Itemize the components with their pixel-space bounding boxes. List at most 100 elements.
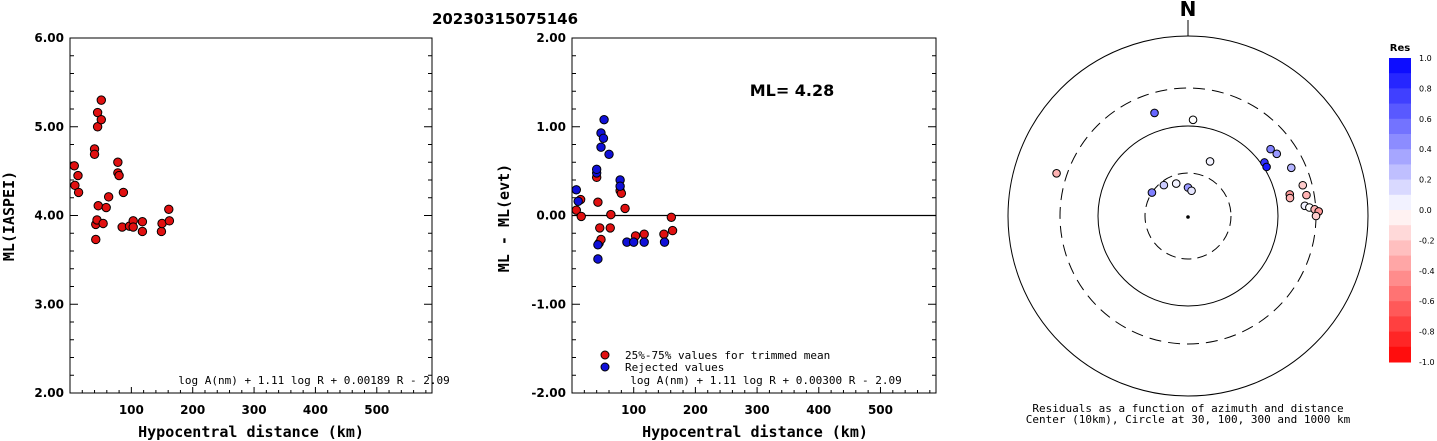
residual-ytick-label: 1.00: [536, 120, 566, 134]
azimuth-point: [1262, 162, 1271, 172]
residual-point: [596, 142, 606, 152]
azimuth-point: [1188, 115, 1198, 125]
residual-point: [666, 212, 677, 222]
colorbar-tick-label: 0.8: [1419, 84, 1432, 93]
magnitude-point: [164, 216, 175, 226]
residual-point: [639, 229, 649, 239]
colorbar-cell: [1389, 255, 1411, 272]
residual-point: [659, 229, 669, 239]
residual-point: [598, 133, 609, 143]
center-marker: [1186, 215, 1190, 219]
colorbar-tick-label: -1.0: [1419, 358, 1435, 367]
residual-xtick-label: 300: [745, 403, 770, 417]
magnitude-point: [103, 192, 114, 202]
magnitude-point: [118, 187, 129, 198]
magnitude-ytick-label: 3.00: [34, 297, 64, 311]
legend-marker-trimmed: [600, 350, 610, 360]
residual-panel: Hypocentral distance (km) ML - ML(evt) M…: [495, 31, 937, 441]
azimuth-point: [1150, 108, 1159, 118]
residual-point: [639, 237, 649, 247]
magnitude-xtick-label: 100: [119, 403, 144, 417]
residual-point: [667, 225, 678, 236]
magnitude-point: [91, 234, 101, 245]
colorbar-cell: [1389, 331, 1411, 348]
azimuth-point: [1205, 157, 1215, 166]
azimuth-point: [1187, 186, 1196, 196]
magnitude-point: [156, 226, 167, 237]
azimuth-point: [1266, 144, 1275, 154]
residual-ytick-label: -2.00: [531, 386, 566, 400]
magnitude-point: [113, 157, 123, 167]
magnitude-point: [128, 222, 138, 232]
legend-label-rejected: Rejected values: [625, 361, 724, 374]
colorbar-cell: [1389, 194, 1411, 211]
colorbar-cell: [1389, 103, 1411, 120]
colorbar-tick-label: -0.4: [1419, 267, 1435, 276]
colorbar-tick-label: 0.0: [1419, 206, 1432, 215]
colorbar-tick-label: 0.4: [1419, 145, 1432, 154]
residual-point: [604, 149, 614, 159]
magnitude-point: [101, 202, 111, 213]
magnitude-point: [114, 170, 124, 181]
magnitude-point: [98, 218, 108, 229]
colorbar-cell: [1389, 73, 1411, 89]
magnitude-ytick-label: 5.00: [34, 120, 64, 134]
legend-marker-rejected: [600, 362, 610, 372]
residual-colorbar: Res 1.0 0.8 0.6 0.4 0.2 0.0 -0.2 -0.4 -0.6 -0.8 -1…: [1389, 43, 1435, 367]
colorbar-tick-label: 1.0: [1419, 54, 1432, 63]
magnitude-xtick-label: 400: [303, 403, 328, 417]
azimuth-point: [1298, 180, 1308, 190]
residual-point: [591, 164, 602, 175]
north-label: N: [1180, 0, 1197, 21]
magnitude-y-label: ML(IASPEI): [0, 171, 18, 261]
colorbar-cell: [1389, 225, 1411, 241]
azimuth-point: [1285, 193, 1295, 203]
residual-point: [593, 254, 603, 264]
colorbar-cell: [1389, 270, 1411, 287]
colorbar-cell: [1389, 149, 1411, 165]
colorbar-cell: [1389, 346, 1411, 363]
colorbar-cell: [1389, 179, 1411, 196]
residual-point: [615, 181, 625, 191]
magnitude-xtick-label: 300: [242, 403, 267, 417]
magnitude-ytick-label: 6.00: [34, 31, 64, 45]
ring-30km: [1144, 172, 1232, 260]
residual-point: [659, 237, 670, 247]
magnitude-xtick-label: 500: [364, 403, 389, 417]
colorbar-tick-label: -0.6: [1419, 297, 1435, 306]
colorbar-cell: [1389, 316, 1411, 333]
polar-caption-line1: Residuals as a function of azimuth and d…: [1032, 402, 1343, 415]
residual-point: [573, 196, 583, 207]
residual-xtick-label: 400: [806, 403, 831, 417]
residual-point: [605, 223, 615, 233]
residual-point: [593, 197, 603, 207]
residual-xtick-label: 100: [621, 403, 646, 417]
residual-point: [571, 185, 582, 195]
magnitude-x-label: Hypocentral distance (km): [138, 423, 364, 441]
residual-point: [595, 223, 605, 233]
magnitude-point: [96, 95, 106, 105]
azimuth-point: [1272, 149, 1282, 159]
azimuth-point: [1147, 188, 1157, 197]
residual-point: [620, 203, 630, 214]
colorbar-cell: [1389, 134, 1411, 150]
azimuth-point: [1302, 190, 1311, 200]
residual-xtick-label: 200: [683, 403, 708, 417]
colorbar-cell: [1389, 210, 1411, 226]
colorbar-tick-label: -0.8: [1419, 328, 1435, 337]
colorbar-cell: [1389, 240, 1411, 257]
azimuth-panel: N Residuals as a function of azimuth and…: [1007, 0, 1369, 426]
residual-ytick-label: 0.00: [536, 209, 566, 223]
magnitude-point: [96, 114, 106, 125]
residual-point: [606, 209, 616, 220]
magnitude-point: [93, 201, 103, 211]
magnitude-ytick-label: 2.00: [34, 386, 64, 400]
residual-x-label: Hypocentral distance (km): [642, 423, 868, 441]
residual-point: [571, 205, 582, 215]
magnitude-point: [73, 187, 84, 198]
residual-point: [628, 237, 639, 247]
ml-annotation: ML= 4.28: [750, 81, 835, 100]
colorbar-cell: [1389, 58, 1411, 74]
colorbar-cell: [1389, 88, 1411, 105]
